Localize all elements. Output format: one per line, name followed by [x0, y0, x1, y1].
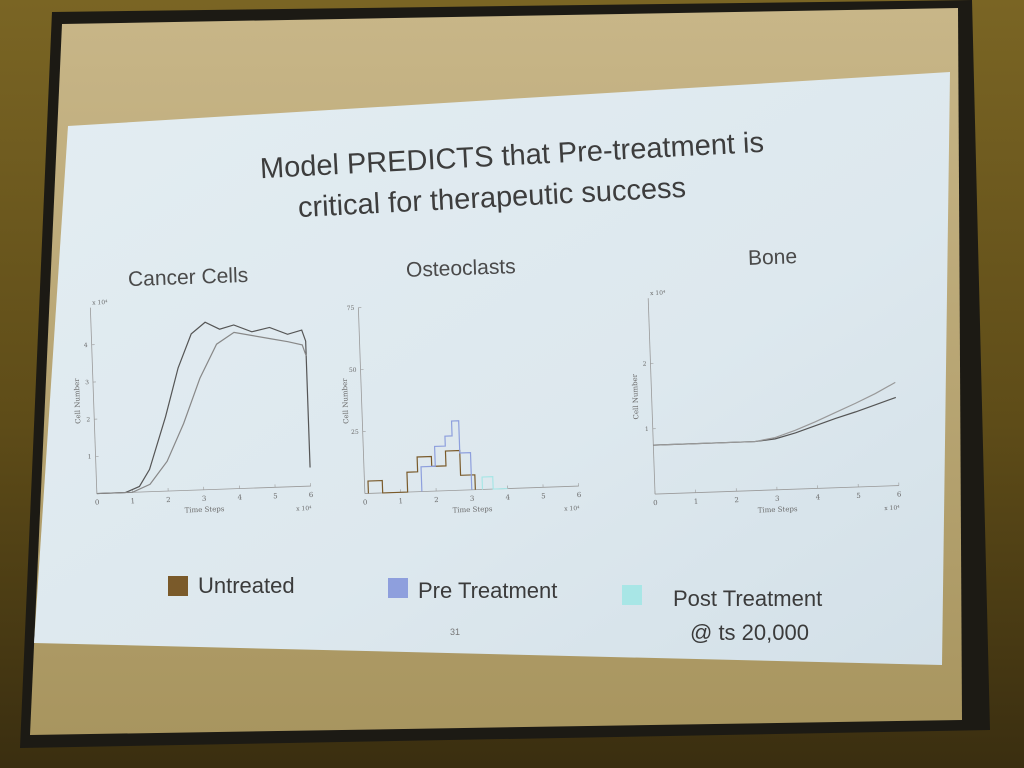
legend-swatch-pre-treatment [388, 578, 408, 598]
chart-title-bone: Bone [747, 245, 798, 270]
x-tick-label: 2 [434, 496, 439, 504]
x-multiplier: x 10⁴ [884, 505, 900, 513]
legend-swatch-post-treatment [622, 585, 642, 605]
slide [34, 72, 950, 665]
y-tick-label: 75 [347, 305, 355, 312]
x-axis-label: Time Steps [452, 505, 492, 514]
x-tick-label: 1 [694, 498, 699, 506]
y-tick-label: 4 [84, 342, 88, 349]
legend-label-post-treatment-line1: Post Treatment [673, 586, 823, 611]
chart-osteoclasts: 0 1 2 3 4 5 6 25 50 75 Time Steps Cell Number x 10⁴ [341, 305, 582, 515]
x-axis-label: Time Steps [184, 505, 224, 514]
series-line-1 [420, 420, 473, 492]
x-tick-label: 6 [577, 491, 582, 499]
y-tick-label: 25 [351, 429, 359, 436]
x-tick-label: 0 [363, 498, 368, 506]
y-tick-label: 2 [643, 361, 647, 368]
legend-label-post-treatment-line2: @ ts 20,000 [690, 620, 809, 645]
y-multiplier: x 10⁴ [92, 299, 108, 307]
x-axis-label: Time Steps [758, 505, 798, 514]
x-tick-label: 3 [775, 495, 780, 503]
x-tick-label: 6 [897, 490, 902, 498]
chart-title-cancer-cells: Cancer Cells [127, 263, 249, 292]
x-tick-label: 3 [202, 495, 207, 503]
x-multiplier: x 10⁴ [296, 505, 312, 513]
legend-label-pre-treatment: Pre Treatment [418, 578, 558, 603]
y-tick-label: 3 [85, 379, 89, 386]
y-axis [357, 307, 366, 494]
plot-group: 0 1 2 3 4 5 6 1 2 3 4 Time Steps Cell Number x 10⁴ x 1… [73, 299, 314, 514]
y-multiplier: x 10⁴ [650, 290, 666, 298]
y-axis-label: Cell Number [341, 378, 351, 424]
y-axis-label: Cell Number [73, 378, 83, 424]
x-multiplier: x 10⁴ [564, 505, 580, 513]
plot-group: 0 1 2 3 4 5 6 1 2 Time Steps Cell Number x 10⁴ x 10⁴ [631, 290, 902, 515]
chart-bone: 0 1 2 3 4 5 6 1 2 Time Steps Cell Number x 10⁴ x 10⁴ [631, 290, 902, 515]
y-tick-label: 2 [86, 416, 90, 423]
series-line-0 [96, 321, 311, 495]
y-axis [89, 307, 98, 494]
x-tick-label: 4 [237, 493, 242, 501]
legend-swatch-untreated [168, 576, 188, 596]
x-tick-label: 0 [653, 499, 658, 507]
y-tick-label: 1 [88, 454, 92, 461]
series-line-1 [96, 331, 307, 495]
x-tick-label: 5 [273, 492, 278, 500]
chart-title-osteoclasts: Osteoclasts [405, 255, 517, 282]
x-tick-label: 6 [309, 491, 314, 499]
x-tick-label: 2 [734, 496, 739, 504]
x-tick-label: 0 [95, 498, 100, 506]
x-tick-label: 4 [816, 493, 821, 501]
series-line-0 [367, 449, 476, 494]
x-tick-label: 1 [130, 497, 135, 505]
legend-label-untreated: Untreated [198, 573, 295, 598]
y-axis [647, 298, 656, 495]
x-tick-label: 1 [398, 497, 403, 505]
plot-group: 0 1 2 3 4 5 6 25 50 75 Time Steps Cell Number x 10⁴ [341, 305, 582, 515]
y-tick-label: 50 [349, 367, 357, 374]
x-tick-label: 4 [505, 493, 510, 501]
series-line-1 [653, 381, 896, 446]
y-tick-label: 1 [645, 426, 649, 433]
series-line-2 [481, 476, 508, 490]
x-tick-label: 5 [541, 492, 546, 500]
x-tick-label: 5 [856, 492, 861, 500]
x-tick-label: 2 [166, 496, 171, 504]
chart-cancer-cells: 0 1 2 3 4 5 6 1 2 3 4 Time Steps Cell Number x 10⁴ x 1… [73, 299, 314, 514]
y-axis-label: Cell Number [631, 373, 641, 419]
slide-page-number: 31 [450, 627, 461, 637]
x-tick-label: 3 [470, 495, 475, 503]
